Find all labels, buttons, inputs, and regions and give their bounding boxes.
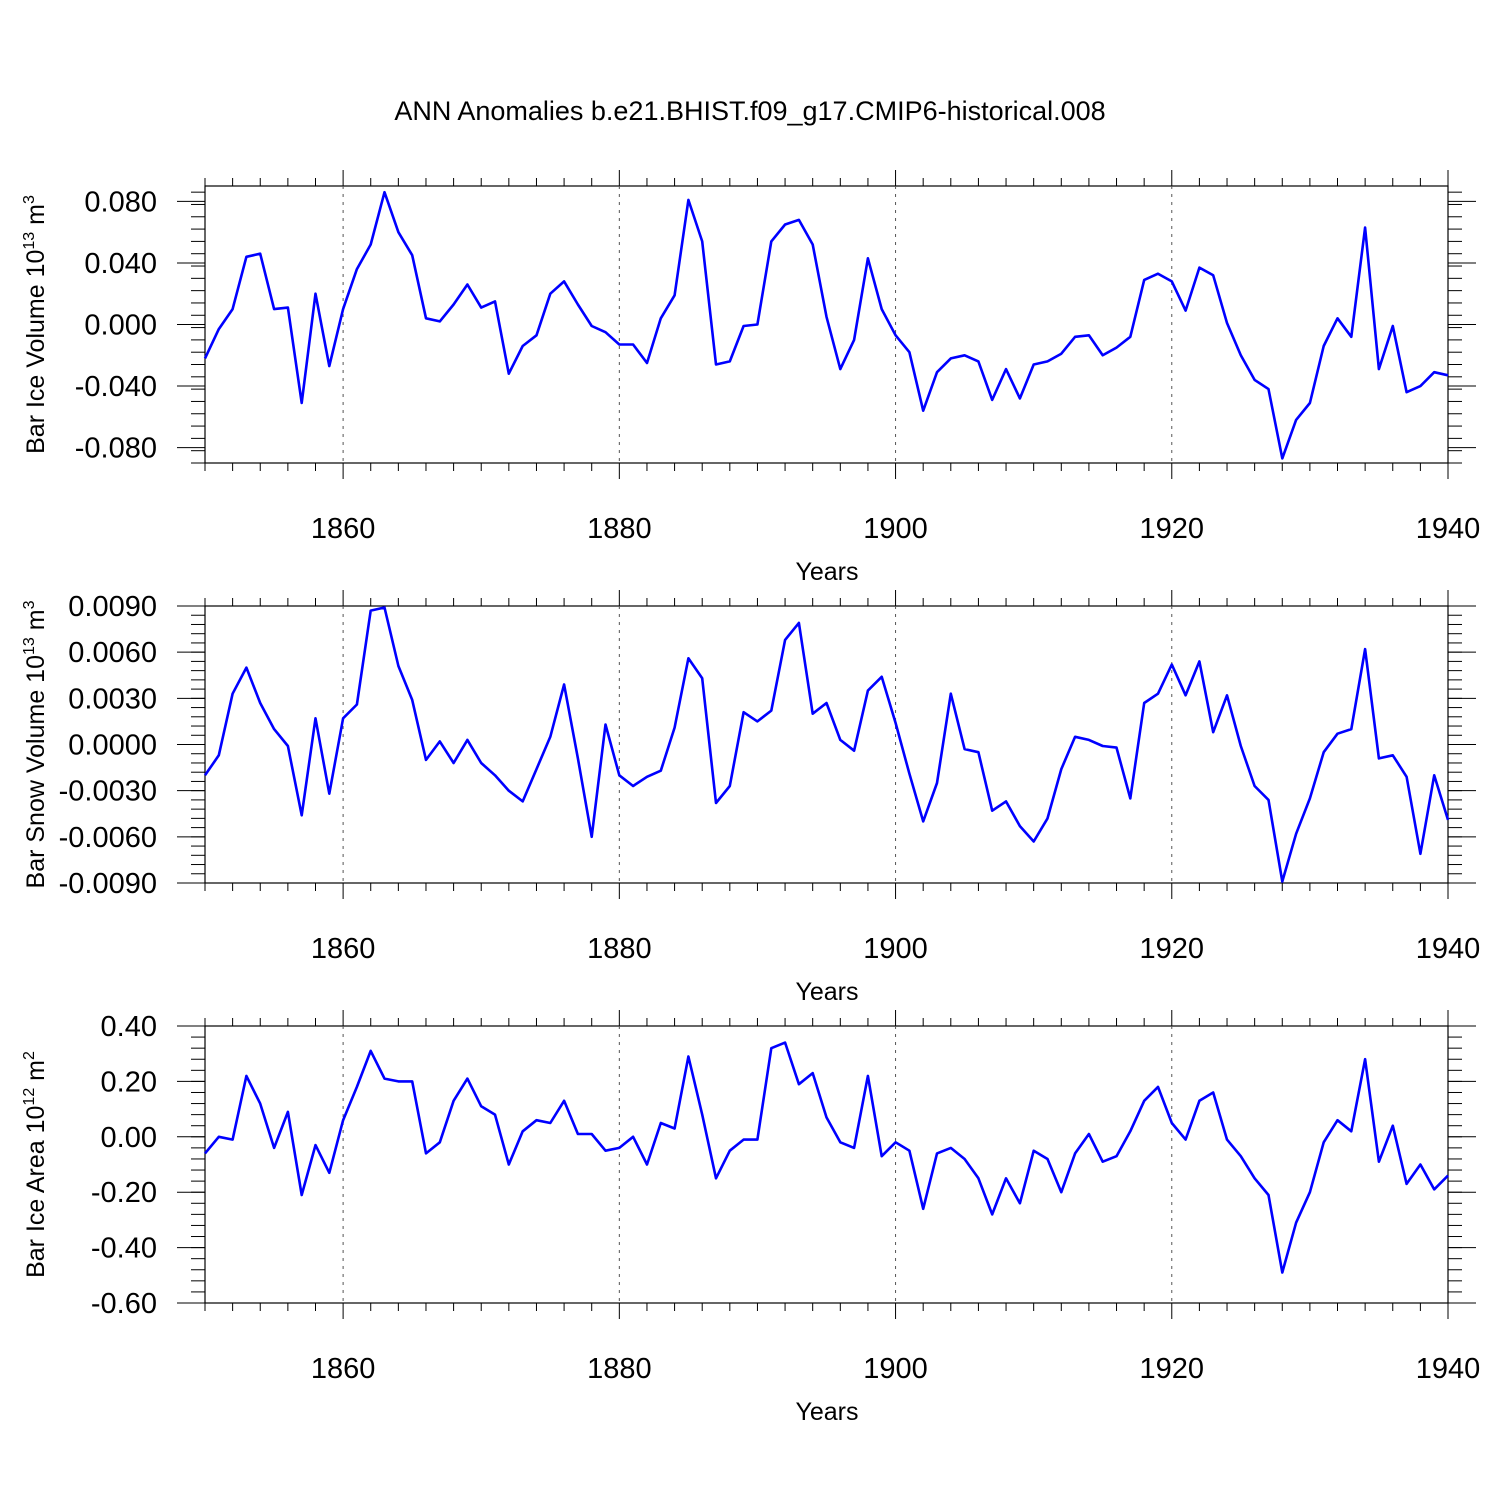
y-tick-label: 0.40 (101, 1011, 157, 1043)
y-tick-label: 0.20 (101, 1066, 157, 1098)
y-tick-label: -0.0030 (59, 776, 157, 808)
y-axis-superscript: 2 (21, 1051, 38, 1060)
y-axis-superscript: 13 (21, 637, 38, 655)
y-axis-title-part: m (22, 204, 50, 232)
x-tick-label: 1940 (1416, 1353, 1481, 1385)
y-axis-title: Bar Ice Area 1012 m2 (21, 1051, 50, 1278)
y-tick-label: 0.0090 (68, 591, 157, 623)
x-tick-label: 1860 (311, 933, 376, 965)
panel-3: 1860 1880 1900 1920 1940 -0.60 -0.40 -0.20 0.00 0… (21, 1010, 1480, 1426)
x-axis-title: Years (795, 1398, 858, 1426)
x-tick-label: 1920 (1140, 933, 1205, 965)
y-axis-title: Bar Ice Volume 1013 m3 (21, 195, 50, 454)
x-tick-label: 1900 (863, 933, 928, 965)
y-tick-label: -0.0090 (59, 868, 157, 900)
y-tick-label: -0.080 (75, 433, 157, 465)
x-tick-label: 1880 (587, 933, 652, 965)
y-tick-label: -0.40 (91, 1233, 157, 1265)
y-tick-label: 0.000 (84, 310, 157, 342)
y-tick-label: -0.60 (91, 1288, 157, 1320)
x-tick-label: 1920 (1140, 1353, 1205, 1385)
plot-frame (204, 1025, 1449, 1304)
y-axis-superscript: 3 (21, 600, 38, 609)
y-tick-label: -0.0060 (59, 822, 157, 854)
panel-1: 1860 1880 1900 1920 1940 -0.080 -0.040 0.000 0.0… (21, 170, 1480, 586)
y-axis-superscript: 12 (21, 1088, 38, 1106)
y-tick-label: 0.0030 (68, 683, 157, 715)
x-tick-label: 1940 (1416, 933, 1481, 965)
y-tick-label: 0.00 (101, 1122, 157, 1154)
page-title: ANN Anomalies b.e21.BHIST.f09_g17.CMIP6-… (394, 96, 1106, 126)
y-axis-title-part: Bar Ice Area 10 (22, 1106, 50, 1278)
x-tick-label: 1900 (863, 513, 928, 545)
y-axis-superscript: 13 (21, 232, 38, 250)
x-tick-label: 1860 (311, 1353, 376, 1385)
y-axis-title-part: m (22, 1060, 50, 1088)
y-axis-title: Bar Snow Volume 1013 m3 (21, 600, 50, 888)
y-tick-label: 0.0000 (68, 730, 157, 762)
series-line (203, 606, 1450, 883)
plot-frame (204, 185, 1449, 464)
plot-frame (204, 605, 1449, 884)
y-axis-title-part: Bar Ice Volume 10 (22, 250, 50, 454)
y-tick-label: -0.20 (91, 1177, 157, 1209)
x-axis-title: Years (795, 978, 858, 1006)
x-axis-title: Years (795, 558, 858, 586)
y-tick-label: 0.040 (84, 248, 157, 280)
x-tick-label: 1920 (1140, 513, 1205, 545)
y-tick-label: -0.040 (75, 371, 157, 403)
x-tick-label: 1900 (863, 1353, 928, 1385)
y-axis-title-part: m (22, 609, 50, 637)
x-tick-label: 1880 (587, 513, 652, 545)
x-tick-label: 1880 (587, 1353, 652, 1385)
series-line (204, 1041, 1449, 1274)
y-tick-label: 0.0060 (68, 637, 157, 669)
x-tick-label: 1860 (311, 513, 376, 545)
y-axis-title-part: Bar Snow Volume 10 (22, 655, 50, 888)
panel-2: 1860 1880 1900 1920 1940 -0.0090 -0.0060 -0.003… (21, 590, 1480, 1006)
y-tick-label: 0.080 (84, 186, 157, 218)
y-axis-superscript: 3 (21, 195, 38, 204)
x-tick-label: 1940 (1416, 513, 1481, 545)
series-line (203, 190, 1449, 460)
